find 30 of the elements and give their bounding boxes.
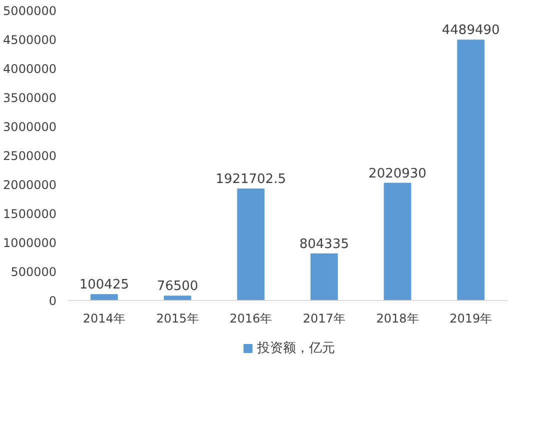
bar — [164, 296, 192, 300]
y-tick-label: 3500000 — [3, 91, 57, 105]
x-tick-label: 2016年 — [230, 312, 272, 326]
y-tick-label: 0 — [48, 294, 57, 308]
data-label: 76500 — [156, 279, 198, 294]
data-label: 2020930 — [368, 166, 426, 182]
x-tick-label: 2014年 — [82, 312, 126, 326]
legend-label: 投资额，亿元 — [257, 340, 335, 357]
bar — [90, 294, 118, 300]
y-tick-label: 3000000 — [3, 120, 57, 134]
y-tick-label: 500000 — [10, 265, 57, 279]
y-tick-label: 4000000 — [3, 62, 57, 76]
bar — [310, 253, 338, 300]
x-tick-label: 2019年 — [450, 312, 492, 326]
data-label: 4489490 — [442, 23, 500, 38]
data-label: 804335 — [299, 236, 349, 252]
bar — [457, 40, 485, 300]
data-label: 1921702.5 — [216, 172, 286, 188]
x-tick-label: 2017年 — [302, 312, 346, 326]
y-tick-label: 1000000 — [3, 236, 57, 250]
y-tick-label: 4500000 — [3, 33, 57, 47]
y-tick-label: 1500000 — [3, 207, 57, 221]
x-tick-label: 2015年 — [156, 312, 199, 326]
y-tick-label: 2500000 — [3, 149, 57, 163]
x-tick-label: 2018年 — [376, 312, 419, 326]
bar — [237, 188, 265, 300]
y-tick-label: 2000000 — [3, 178, 57, 192]
data-label: 100425 — [79, 278, 129, 293]
bar — [384, 182, 412, 300]
y-tick-label: 5000000 — [3, 4, 57, 18]
